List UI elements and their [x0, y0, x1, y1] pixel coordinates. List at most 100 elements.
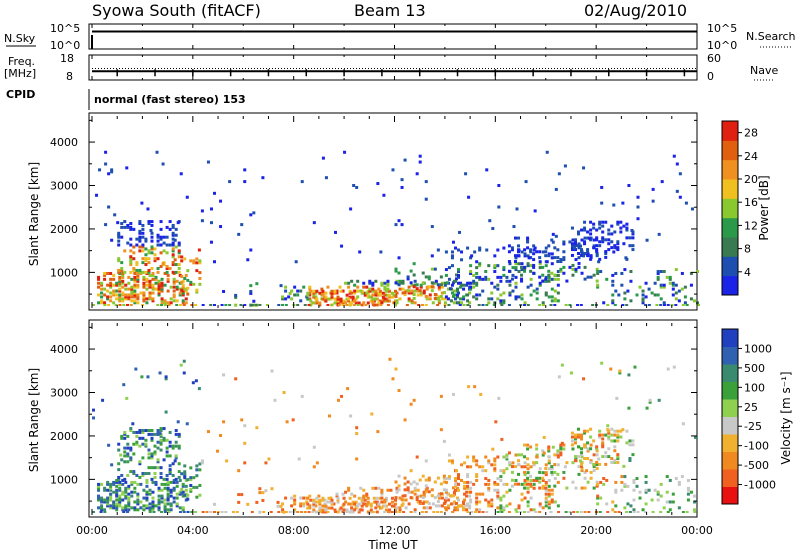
data-cell — [497, 205, 501, 209]
data-cell — [138, 460, 142, 464]
data-cell — [347, 285, 351, 289]
data-cell — [198, 276, 202, 280]
data-cell — [651, 199, 655, 203]
data-cell — [378, 301, 382, 305]
data-cell — [166, 482, 170, 486]
data-cell — [103, 508, 107, 512]
data-cell — [403, 494, 407, 498]
data-cell — [484, 477, 488, 481]
data-cell — [686, 478, 690, 482]
data-cell — [109, 271, 113, 275]
power-colorbar-band — [722, 179, 738, 199]
ground-cell — [318, 511, 322, 513]
data-cell — [595, 453, 599, 457]
data-cell — [129, 227, 133, 231]
data-cell — [428, 297, 432, 301]
data-cell — [424, 490, 428, 494]
data-cell — [656, 270, 660, 274]
data-cell — [138, 270, 142, 274]
data-cell — [175, 299, 179, 303]
ground-cell — [209, 304, 213, 306]
data-cell — [398, 297, 402, 301]
data-cell — [611, 508, 615, 512]
data-cell — [115, 490, 119, 494]
ground-cell — [666, 511, 670, 513]
data-cell — [445, 492, 449, 496]
data-cell — [163, 508, 167, 512]
ground-cell — [526, 511, 530, 513]
power-colorbar-tick-label: 20 — [744, 173, 758, 186]
velocity-colorbar-tick-label: 100 — [744, 381, 765, 394]
data-cell — [439, 428, 443, 432]
data-cell — [157, 279, 161, 283]
data-cell — [363, 291, 367, 295]
data-cell — [609, 367, 613, 371]
data-cell — [159, 434, 163, 438]
data-cell — [616, 455, 620, 459]
data-cell — [499, 301, 503, 305]
data-cell — [377, 504, 381, 508]
data-cell — [133, 490, 137, 494]
data-cell — [614, 504, 618, 508]
data-cell — [162, 438, 166, 442]
data-cell — [496, 455, 500, 459]
power-ytick-1000: 1000 — [50, 266, 78, 279]
data-cell — [156, 235, 160, 239]
data-cell — [357, 301, 361, 305]
data-cell — [571, 480, 575, 484]
data-cell — [169, 508, 173, 512]
data-cell — [183, 474, 187, 478]
data-cell — [589, 435, 593, 439]
power-scatter-cells — [92, 150, 700, 307]
ground-cell — [315, 511, 319, 513]
data-cell — [526, 500, 530, 504]
data-cell — [523, 265, 527, 269]
data-cell — [570, 242, 574, 246]
data-cell — [181, 283, 185, 287]
data-cell — [369, 510, 373, 514]
data-cell — [665, 500, 669, 504]
data-cell — [139, 482, 143, 486]
freq-left-tick-bottom: 8 — [66, 70, 73, 83]
data-cell — [393, 506, 397, 510]
data-cell — [330, 502, 334, 506]
data-cell — [656, 271, 660, 275]
data-cell — [510, 478, 514, 482]
data-cell — [252, 299, 256, 303]
data-cell — [562, 447, 566, 451]
data-cell — [169, 285, 173, 289]
data-cell — [460, 504, 464, 508]
data-cell — [357, 496, 361, 500]
data-cell — [249, 291, 253, 295]
data-cell — [596, 494, 600, 498]
data-cell — [107, 443, 111, 447]
data-cell — [412, 273, 416, 277]
data-cell — [628, 244, 632, 248]
data-cell — [157, 283, 161, 287]
data-cell — [541, 506, 545, 510]
data-cell — [129, 255, 133, 259]
data-cell — [468, 506, 472, 510]
data-cell — [418, 154, 422, 158]
data-cell — [124, 504, 128, 508]
data-cell — [184, 273, 188, 277]
data-cell — [209, 221, 213, 225]
data-cell — [383, 287, 387, 291]
data-cell — [384, 299, 388, 303]
data-cell — [192, 485, 196, 489]
data-cell — [180, 259, 184, 263]
data-cell — [583, 236, 587, 240]
data-cell — [315, 301, 319, 305]
data-cell — [381, 297, 385, 301]
data-cell — [443, 301, 447, 305]
data-cell — [234, 377, 238, 381]
data-cell — [177, 263, 181, 267]
data-cell — [299, 299, 303, 303]
data-cell — [592, 238, 596, 242]
data-cell — [510, 277, 514, 281]
data-cell — [160, 494, 164, 498]
data-cell — [149, 228, 153, 232]
data-cell — [106, 498, 110, 502]
data-cell — [132, 452, 136, 456]
data-cell — [544, 467, 548, 471]
